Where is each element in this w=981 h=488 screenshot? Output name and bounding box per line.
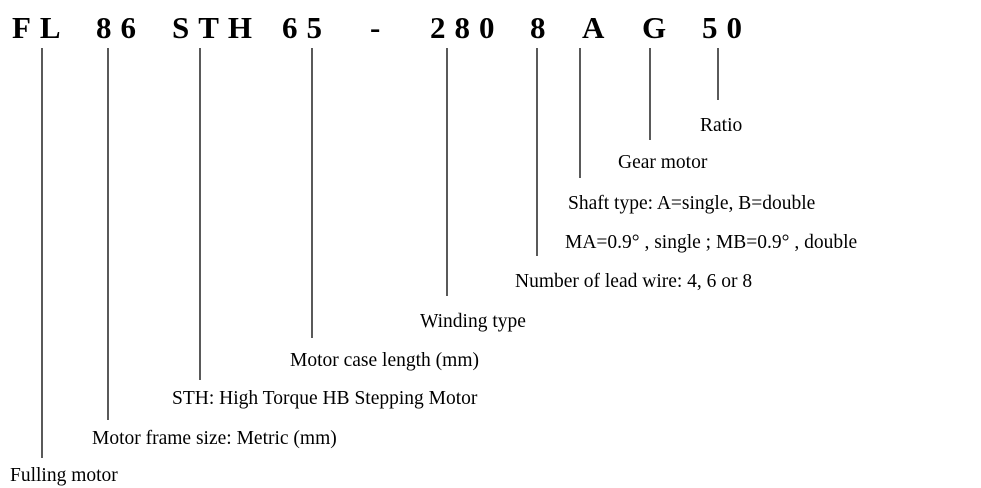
code-segment: 86 (96, 10, 145, 45)
code-segment: 50 (702, 10, 751, 45)
description: Gear motor (618, 152, 708, 173)
description: Ratio (700, 115, 742, 136)
description: Shaft type: A=single, B=double (568, 193, 815, 214)
description: Fulling motor (10, 465, 118, 486)
leader-lines (41, 48, 719, 458)
code-segment: STH (172, 10, 261, 45)
code-segment: A (582, 10, 613, 45)
code-segment: FL (12, 10, 70, 45)
description: MA=0.9° , single ; MB=0.9° , double (565, 232, 857, 253)
description: STH: High Torque HB Stepping Motor (172, 388, 478, 409)
code-segment: 65 (282, 10, 331, 45)
description: Motor case length (mm) (290, 350, 479, 371)
description: Number of lead wire: 4, 6 or 8 (515, 271, 752, 292)
code-segment: 280 (430, 10, 504, 45)
description: Winding type (420, 311, 526, 332)
description: Motor frame size: Metric (mm) (92, 428, 337, 449)
code-segment: - (370, 10, 389, 45)
code-segment: G (642, 10, 675, 45)
code-segment: 8 (530, 10, 555, 45)
